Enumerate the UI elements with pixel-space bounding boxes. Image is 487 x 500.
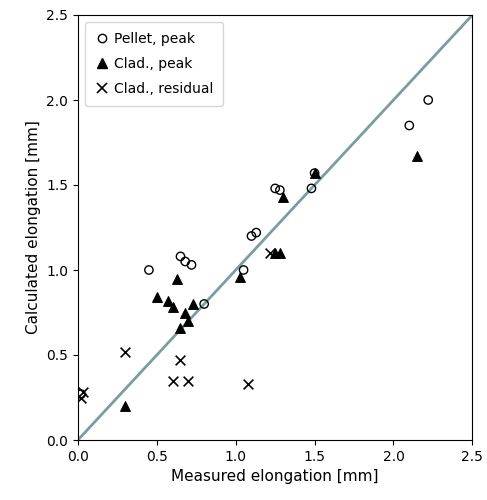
Point <box>308 184 316 192</box>
Point <box>413 152 421 160</box>
X-axis label: Measured elongation [mm]: Measured elongation [mm] <box>171 470 379 484</box>
Point <box>145 266 153 274</box>
Point <box>153 293 161 301</box>
Point <box>79 388 87 396</box>
Point <box>169 304 176 312</box>
Point <box>169 376 176 384</box>
Point <box>244 380 252 388</box>
Point <box>247 232 255 240</box>
Legend: Pellet, peak, Clad., peak, Clad., residual: Pellet, peak, Clad., peak, Clad., residu… <box>85 22 223 105</box>
Point <box>121 348 129 356</box>
Point <box>276 186 284 194</box>
Point <box>271 249 279 257</box>
Point <box>240 266 247 274</box>
Point <box>200 300 208 308</box>
Point <box>266 249 274 257</box>
Point <box>77 390 85 398</box>
Point <box>181 308 189 316</box>
Point <box>177 252 185 260</box>
Point <box>173 274 181 282</box>
Point <box>405 122 413 130</box>
Point <box>311 169 318 177</box>
Point <box>181 258 189 266</box>
Point <box>189 300 197 308</box>
Point <box>279 193 287 201</box>
Y-axis label: Calculated elongation [mm]: Calculated elongation [mm] <box>26 120 40 334</box>
Point <box>77 394 85 402</box>
Point <box>271 184 279 192</box>
Point <box>185 317 192 325</box>
Point <box>311 169 318 177</box>
Point <box>164 296 172 304</box>
Point <box>177 356 185 364</box>
Point <box>276 249 284 257</box>
Point <box>424 96 432 104</box>
Point <box>237 273 244 281</box>
Point <box>177 324 185 332</box>
Point <box>187 261 195 269</box>
Point <box>252 228 260 236</box>
Point <box>185 376 192 384</box>
Point <box>121 402 129 410</box>
